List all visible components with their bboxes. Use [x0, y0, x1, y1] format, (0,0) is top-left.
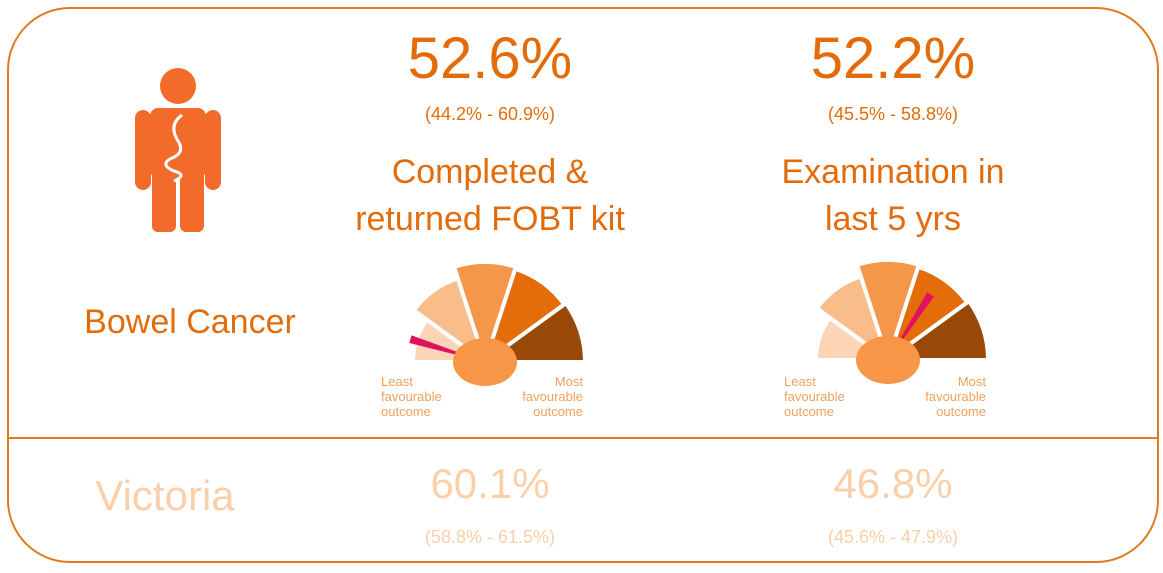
- gauge-low-label: Least: [784, 374, 816, 389]
- frame: [7, 7, 1159, 563]
- gauge-high-label: favourable: [522, 389, 583, 404]
- indicator-label: Completed &: [392, 153, 589, 191]
- gauge-segment: [451, 260, 519, 369]
- gauge-low-label: favourable: [381, 389, 442, 404]
- gauge-high-label: outcome: [533, 404, 583, 419]
- indicator-value: 52.6%: [408, 26, 572, 91]
- gauge-high-label: Most: [555, 374, 584, 389]
- indicator-ci: (44.2% - 60.9%): [425, 104, 555, 124]
- region-ci: (45.6% - 47.9%): [828, 527, 958, 547]
- gauge-hub: [856, 336, 920, 384]
- indicator-value: 52.2%: [811, 26, 975, 91]
- region: Victoria: [95, 472, 235, 519]
- gauge-low-label: outcome: [784, 404, 834, 419]
- indicator-label: Examination in: [781, 153, 1004, 191]
- gauge-hub: [453, 338, 517, 386]
- region-ci: (58.8% - 61.5%): [425, 527, 555, 547]
- gauge-high-label: outcome: [936, 404, 986, 419]
- gauge-low-label: outcome: [381, 404, 431, 419]
- indicator-ci: (45.5% - 58.8%): [828, 104, 958, 124]
- gauge-low-label: favourable: [784, 389, 845, 404]
- indicator-label: returned FOBT kit: [355, 200, 625, 238]
- gauge-high-label: Most: [958, 374, 987, 389]
- topic: Bowel Cancer: [84, 303, 296, 341]
- body-icon: [135, 68, 221, 232]
- region-value: 46.8%: [833, 460, 952, 507]
- gauge-segment: [854, 258, 922, 367]
- indicator-label: last 5 yrs: [825, 200, 961, 238]
- region-value: 60.1%: [430, 460, 549, 507]
- gauge-low-label: Least: [381, 374, 413, 389]
- gauge-high-label: favourable: [925, 389, 986, 404]
